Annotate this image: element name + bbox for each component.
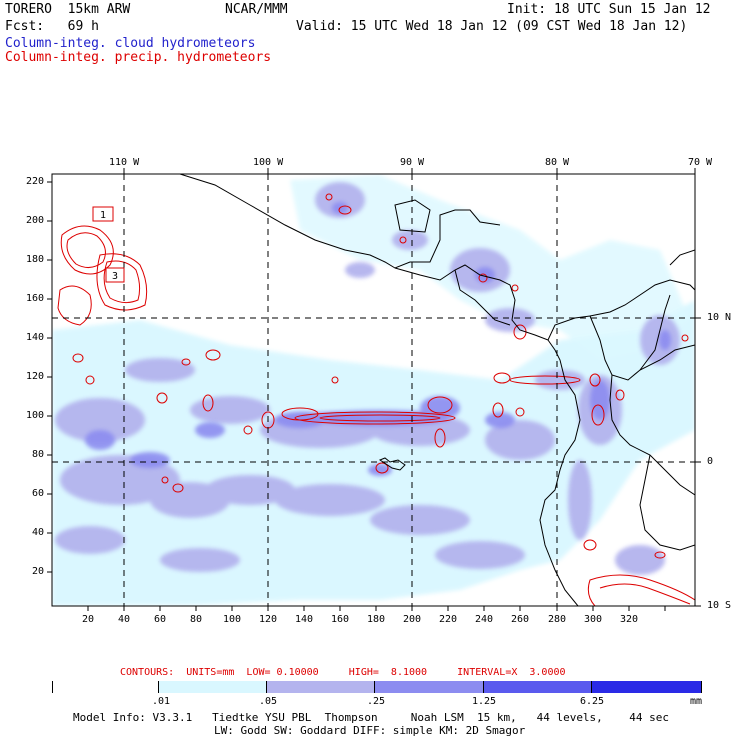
color-bin-1 bbox=[159, 681, 267, 693]
x-tick: 80 bbox=[190, 614, 203, 625]
marker-label-3: 3 bbox=[112, 271, 118, 282]
org-label: NCAR/MMM bbox=[225, 2, 288, 17]
y-tick: 100 bbox=[26, 410, 45, 421]
x-tick: 280 bbox=[548, 614, 567, 625]
x-tick: 220 bbox=[439, 614, 458, 625]
y-tick: 40 bbox=[32, 527, 45, 538]
valid-time: Valid: 15 UTC Wed 18 Jan 12 (09 CST Wed … bbox=[296, 19, 688, 34]
color-bin-0 bbox=[53, 681, 159, 693]
lon-label-80w: 80 W bbox=[545, 157, 570, 168]
precip-contours bbox=[57, 193, 695, 606]
field-cloud-label: Column-integ. cloud hydrometeors bbox=[5, 36, 256, 51]
lat-label-0: 0 bbox=[707, 456, 714, 467]
color-bin-4 bbox=[484, 681, 592, 693]
x-tick: 60 bbox=[154, 614, 167, 625]
coastlines bbox=[179, 174, 695, 606]
field-precip-label: Column-integ. precip. hydrometeors bbox=[5, 50, 272, 65]
y-tick: 160 bbox=[26, 293, 45, 304]
lon-label-110w: 110 W bbox=[109, 157, 140, 168]
y-tick: 20 bbox=[32, 566, 45, 577]
color-bin-5 bbox=[592, 681, 701, 693]
forecast-hour: Fcst: 69 h bbox=[5, 19, 99, 34]
model-title: TORERO 15km ARW bbox=[5, 2, 131, 17]
lat-label-10n: 10 N bbox=[707, 312, 732, 323]
x-tick: 120 bbox=[259, 614, 278, 625]
hydrometeor-shading bbox=[52, 175, 695, 606]
x-tick: 180 bbox=[367, 614, 386, 625]
x-tick: 260 bbox=[511, 614, 530, 625]
x-tick: 200 bbox=[403, 614, 422, 625]
y-tick: 180 bbox=[26, 254, 45, 265]
color-bin-3 bbox=[375, 681, 484, 693]
x-tick: 300 bbox=[584, 614, 603, 625]
marker-box-1 bbox=[92, 206, 114, 222]
x-tick: 100 bbox=[223, 614, 242, 625]
x-tick: 40 bbox=[118, 614, 131, 625]
map-frame bbox=[51, 173, 696, 607]
x-tick: 240 bbox=[475, 614, 494, 625]
marker-box-3 bbox=[105, 267, 125, 283]
model-info: Model Info: V3.3.1 Tiedtke YSU PBL Thomp… bbox=[73, 711, 670, 724]
color-bin-2 bbox=[267, 681, 375, 693]
y-tick: 80 bbox=[32, 449, 45, 460]
x-tick: 160 bbox=[331, 614, 350, 625]
lon-label-90w: 90 W bbox=[400, 157, 425, 168]
gridlines bbox=[52, 174, 695, 606]
marker-label-1: 1 bbox=[100, 210, 106, 221]
bin-label: 1.25 bbox=[472, 696, 497, 707]
y-tick: 140 bbox=[26, 332, 45, 343]
bin-label: .05 bbox=[259, 696, 278, 707]
y-tick: 60 bbox=[32, 488, 45, 499]
lon-label-100w: 100 W bbox=[253, 157, 284, 168]
lat-label-10s: 10 S bbox=[707, 600, 732, 611]
axis-ticks bbox=[47, 168, 701, 611]
x-tick: 20 bbox=[82, 614, 95, 625]
y-tick: 200 bbox=[26, 215, 45, 226]
units-label: mm bbox=[690, 696, 703, 707]
x-tick: 320 bbox=[620, 614, 639, 625]
model-physics: LW: Godd SW: Goddard DIFF: simple KM: 2D… bbox=[214, 724, 526, 737]
contour-info: CONTOURS: UNITS=mm LOW= 0.10000 HIGH= 8.… bbox=[120, 667, 566, 678]
bin-label: .01 bbox=[152, 696, 171, 707]
map-markers: 1 3 bbox=[92, 206, 125, 283]
y-tick: 220 bbox=[26, 176, 45, 187]
lon-label-70w: 70 W bbox=[688, 157, 713, 168]
bin-label: .25 bbox=[367, 696, 386, 707]
init-time: Init: 18 UTC Sun 15 Jan 12 bbox=[507, 2, 711, 17]
bin-label: 6.25 bbox=[580, 696, 605, 707]
y-tick: 120 bbox=[26, 371, 45, 382]
x-tick: 140 bbox=[295, 614, 314, 625]
